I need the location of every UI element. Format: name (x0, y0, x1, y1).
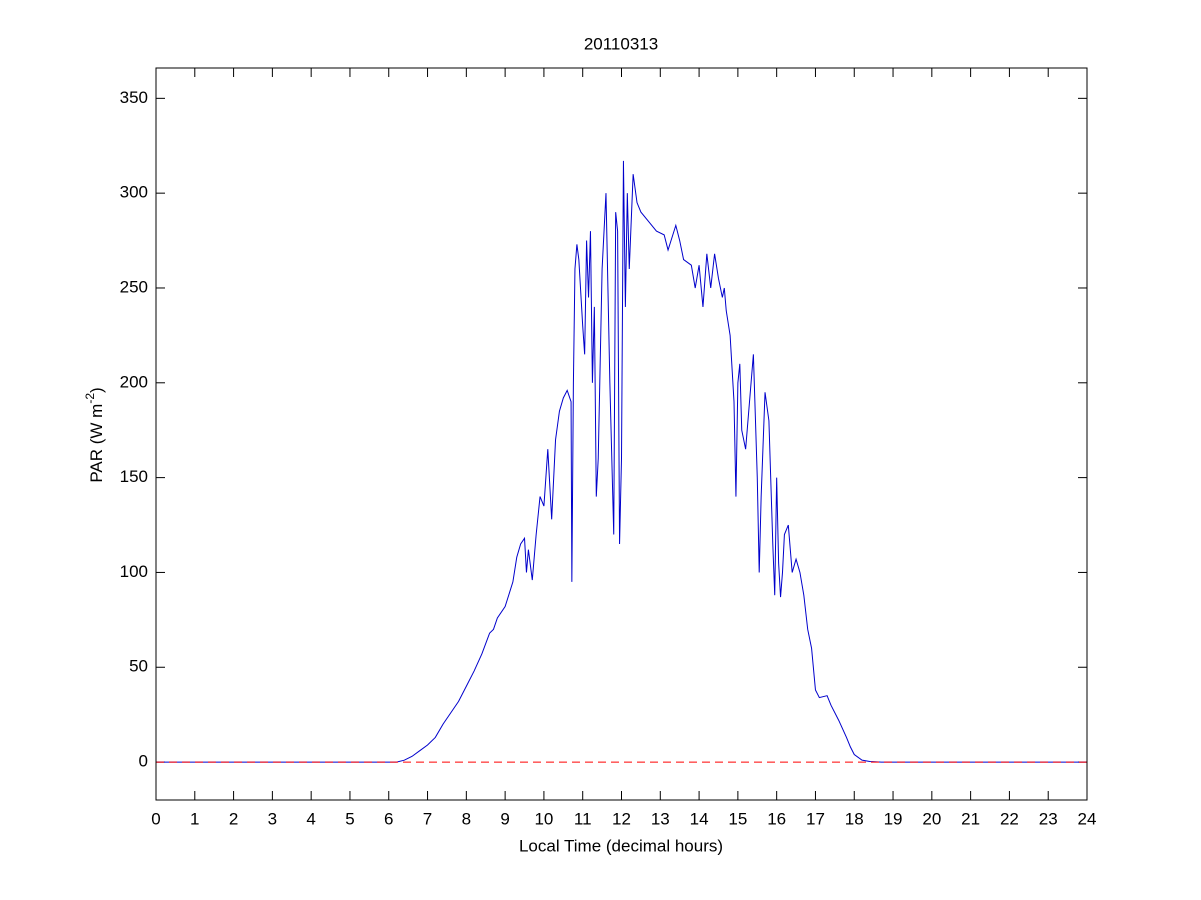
x-tick-label: 12 (612, 809, 631, 828)
y-tick-label: 100 (120, 562, 148, 581)
x-tick-label: 22 (1000, 809, 1019, 828)
y-axis-label: PAR (W m-2) (83, 387, 106, 482)
y-tick-label: 150 (120, 467, 148, 486)
x-tick-label: 16 (767, 809, 786, 828)
x-axis-label: Local Time (decimal hours) (519, 836, 723, 855)
x-tick-label: 7 (423, 809, 432, 828)
y-tick-label: 200 (120, 372, 148, 391)
y-tick-label: 0 (139, 752, 148, 771)
x-tick-label: 6 (384, 809, 393, 828)
x-tick-label: 9 (500, 809, 509, 828)
x-tick-label: 15 (728, 809, 747, 828)
y-label-sup: -2 (83, 393, 97, 404)
x-tick-label: 21 (961, 809, 980, 828)
x-tick-label: 1 (190, 809, 199, 828)
x-tick-label: 23 (1039, 809, 1058, 828)
x-tick-label: 4 (306, 809, 315, 828)
x-tick-label: 11 (574, 809, 592, 828)
plot-frame (155, 67, 1088, 801)
x-tick-label: 13 (651, 809, 670, 828)
x-tick-label: 24 (1078, 809, 1097, 828)
y-tick-label: 250 (120, 277, 148, 296)
x-tick-label: 20 (922, 809, 941, 828)
x-tick-label: 3 (268, 809, 277, 828)
x-tick-label: 19 (884, 809, 903, 828)
x-tick-label: 14 (690, 809, 709, 828)
y-label-tail: ) (87, 387, 106, 393)
y-tick-label: 300 (120, 183, 148, 202)
x-tick-label: 2 (229, 809, 238, 828)
x-tick-label: 0 (151, 809, 160, 828)
x-tick-label: 18 (845, 809, 864, 828)
data-line (156, 160, 1087, 763)
x-tick-label: 5 (345, 809, 354, 828)
chart-title: 20110313 (584, 34, 658, 53)
y-tick-label: 350 (120, 88, 148, 107)
y-label-main: PAR (W m (87, 404, 106, 483)
x-tick-label: 10 (534, 809, 553, 828)
y-tick-label: 50 (129, 657, 148, 676)
x-tick-label: 17 (806, 809, 825, 828)
x-tick-label: 8 (462, 809, 471, 828)
